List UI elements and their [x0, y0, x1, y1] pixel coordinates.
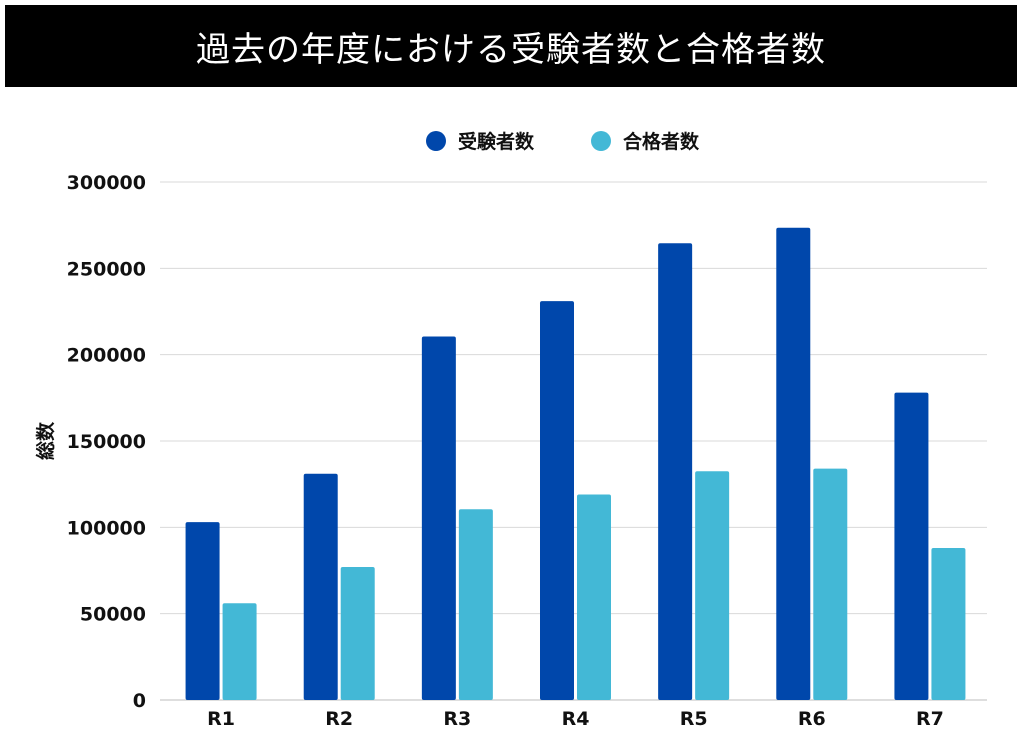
- bar-examinees: [185, 522, 220, 700]
- x-tick-label: R1: [207, 708, 235, 730]
- y-tick-label: 50000: [80, 604, 146, 626]
- x-tick-label: R7: [916, 708, 944, 730]
- y-tick-label: 150000: [67, 431, 146, 453]
- x-tick-label: R3: [443, 708, 471, 730]
- x-tick-label: R4: [562, 708, 590, 730]
- bar-examinees: [540, 301, 574, 700]
- legend-label: 受験者数: [458, 130, 535, 153]
- legend-marker: [426, 131, 446, 151]
- y-tick-label: 200000: [67, 345, 146, 367]
- bar-passers: [813, 468, 848, 700]
- bar-passers: [458, 509, 493, 700]
- bar-passers: [222, 603, 257, 700]
- bar-examinees: [658, 243, 693, 700]
- y-tick-label: 100000: [67, 517, 146, 539]
- bar-examinees: [303, 473, 338, 700]
- bar-examinees: [421, 336, 456, 700]
- bar-passers: [340, 567, 375, 700]
- bar-examinees: [894, 392, 929, 700]
- y-axis-title: 総数: [34, 421, 57, 460]
- y-tick-label: 0: [133, 690, 146, 712]
- y-tick-label: 250000: [67, 258, 146, 280]
- bar-passers: [577, 494, 611, 700]
- x-tick-label: R6: [798, 708, 826, 730]
- legend-marker: [591, 131, 611, 151]
- chart-title: 過去の年度における受験者数と合格者数: [196, 29, 826, 70]
- chart-title-bar: 過去の年度における受験者数と合格者数: [5, 5, 1017, 87]
- bar-passers: [931, 548, 966, 700]
- legend-label: 合格者数: [623, 130, 700, 153]
- y-tick-label: 300000: [67, 172, 146, 194]
- bar-passers: [695, 471, 730, 700]
- bar-examinees: [776, 227, 811, 701]
- x-tick-label: R2: [325, 708, 353, 730]
- x-tick-label: R5: [680, 708, 708, 730]
